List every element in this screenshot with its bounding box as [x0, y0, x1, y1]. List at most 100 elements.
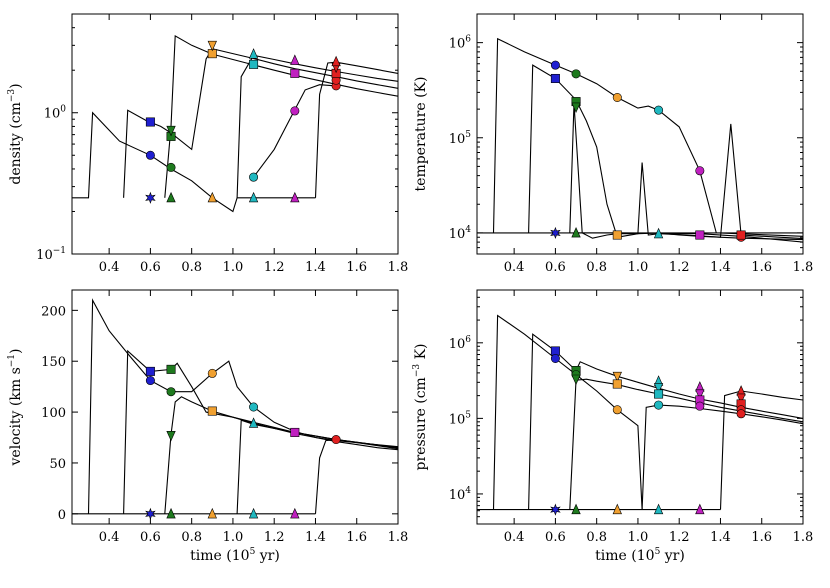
- data-marker-4: [166, 162, 176, 172]
- plot-frame: [71, 13, 399, 255]
- data-marker-1: [550, 73, 560, 83]
- data-marker-11: [654, 400, 664, 410]
- x-tick-label: 0.4: [99, 260, 120, 275]
- data-marker-13: [207, 507, 217, 519]
- data-marker-2: [166, 364, 176, 374]
- y-tick-label: 10−1: [36, 246, 66, 263]
- plot-frame: [476, 13, 804, 255]
- x-tick-label: 1.0: [223, 260, 244, 275]
- x-tick-label: 0.6: [140, 530, 161, 545]
- data-marker-6: [654, 105, 664, 115]
- data-marker-17: [331, 55, 341, 67]
- data-marker-12: [166, 507, 176, 519]
- data-marker-5: [612, 371, 622, 383]
- data-marker-6: [612, 379, 622, 389]
- panel-bottom-right: 0.4 0.6 0.8 1.0 1.2 1.4 1.6 1.8 104 105 106 pressur…: [412, 289, 813, 564]
- y-tick-label: 100: [41, 406, 66, 421]
- data-marker-7: [249, 59, 259, 69]
- data-marker-24: [653, 503, 664, 515]
- series-line-front4: [253, 84, 337, 178]
- x-tick-label: 0.6: [140, 260, 161, 275]
- series-line-shock4: [641, 404, 803, 510]
- panel-top-left: 0.4 0.6 0.8 1.0 1.2 1.4 1.6 1.8 10−1 100 density (…: [7, 13, 408, 275]
- data-marker-11: [653, 227, 664, 239]
- series-line-front2: [170, 48, 398, 151]
- x-tick-label: 1.2: [669, 530, 690, 545]
- data-marker-7: [249, 402, 259, 412]
- panel-top-right: 0.4 0.6 0.8 1.0 1.2 1.4 1.6 1.8 104 105 106 tempera…: [413, 13, 814, 275]
- data-marker-21: [248, 191, 259, 203]
- data-marker-9: [290, 427, 300, 437]
- data-marker-13: [695, 389, 705, 400]
- y-axis-label: velocity (km s−1): [7, 348, 24, 466]
- x-tick-label: 1.4: [710, 530, 731, 545]
- series-line-front3: [236, 54, 398, 198]
- x-tick-label: 1.0: [628, 260, 649, 275]
- data-marker-20: [736, 409, 746, 419]
- data-marker-14: [736, 230, 746, 240]
- y-tick-label: 106: [449, 35, 472, 52]
- x-tick-label: 1.0: [223, 530, 244, 545]
- plot-frame: [71, 289, 399, 525]
- data-marker-23: [612, 503, 622, 515]
- data-marker-10: [331, 435, 341, 445]
- data-marker-6: [207, 406, 217, 416]
- data-marker-0: [550, 346, 560, 356]
- y-tick-label: 105: [449, 410, 472, 427]
- data-marker-2: [571, 69, 581, 79]
- series-group: [477, 314, 803, 516]
- series-line-shock1: [87, 298, 398, 514]
- series-line-front1: [164, 34, 398, 198]
- data-marker-18: [145, 191, 156, 204]
- series-group: [477, 37, 803, 243]
- series-group: [72, 34, 398, 213]
- x-tick-label: 0.4: [99, 530, 120, 545]
- data-marker-12: [695, 230, 705, 240]
- data-marker-0: [145, 366, 155, 376]
- data-marker-4: [571, 102, 581, 114]
- data-marker-22: [290, 191, 300, 203]
- series-line-shock5: [314, 439, 398, 514]
- y-tick-label: 0: [58, 508, 66, 523]
- data-marker-10: [654, 389, 664, 399]
- y-tick-label: 200: [41, 304, 66, 319]
- y-axis-label: pressure (cm−3 K): [412, 344, 429, 471]
- series-line-shock2: [528, 64, 803, 241]
- x-tick-label: 1.8: [793, 260, 814, 275]
- data-marker-9: [653, 383, 664, 394]
- data-marker-15: [290, 507, 300, 519]
- data-marker-7: [695, 166, 705, 176]
- x-tick-label: 0.6: [545, 530, 566, 545]
- data-marker-15: [695, 401, 705, 411]
- data-marker-12: [290, 106, 300, 116]
- x-tick-label: 0.6: [545, 260, 566, 275]
- data-marker-22: [571, 503, 581, 515]
- panel-bottom-left: 0.4 0.6 0.8 1.0 1.2 1.4 1.6 1.8 0 50 100 150 200 velo…: [7, 289, 408, 564]
- series-line-envelope1: [72, 111, 316, 213]
- series-group: [72, 298, 398, 520]
- y-axis-label: temperature (K): [413, 77, 429, 192]
- data-marker-0: [145, 117, 155, 127]
- series-line-shock2: [123, 349, 398, 514]
- data-marker-19: [166, 191, 176, 203]
- data-marker-3: [166, 125, 176, 137]
- data-marker-0: [550, 60, 560, 70]
- data-marker-8: [550, 226, 561, 239]
- data-marker-5: [612, 93, 622, 103]
- data-marker-4: [166, 430, 176, 442]
- data-marker-6: [207, 40, 217, 52]
- x-tick-label: 1.2: [264, 530, 285, 545]
- y-tick-label: 100: [44, 105, 67, 122]
- data-marker-17: [736, 393, 746, 405]
- data-marker-5: [207, 368, 217, 378]
- x-axis-label: time (105 yr): [190, 547, 280, 564]
- series-line-shock2: [528, 333, 803, 510]
- data-marker-1: [145, 150, 155, 160]
- y-tick-label: 104: [449, 225, 472, 242]
- x-tick-label: 0.8: [181, 260, 202, 275]
- x-tick-label: 1.6: [751, 260, 772, 275]
- y-tick-label: 105: [449, 130, 472, 147]
- x-axis-label: time (105 yr): [595, 547, 685, 564]
- series-line-shock5: [719, 390, 803, 510]
- x-tick-label: 1.0: [628, 530, 649, 545]
